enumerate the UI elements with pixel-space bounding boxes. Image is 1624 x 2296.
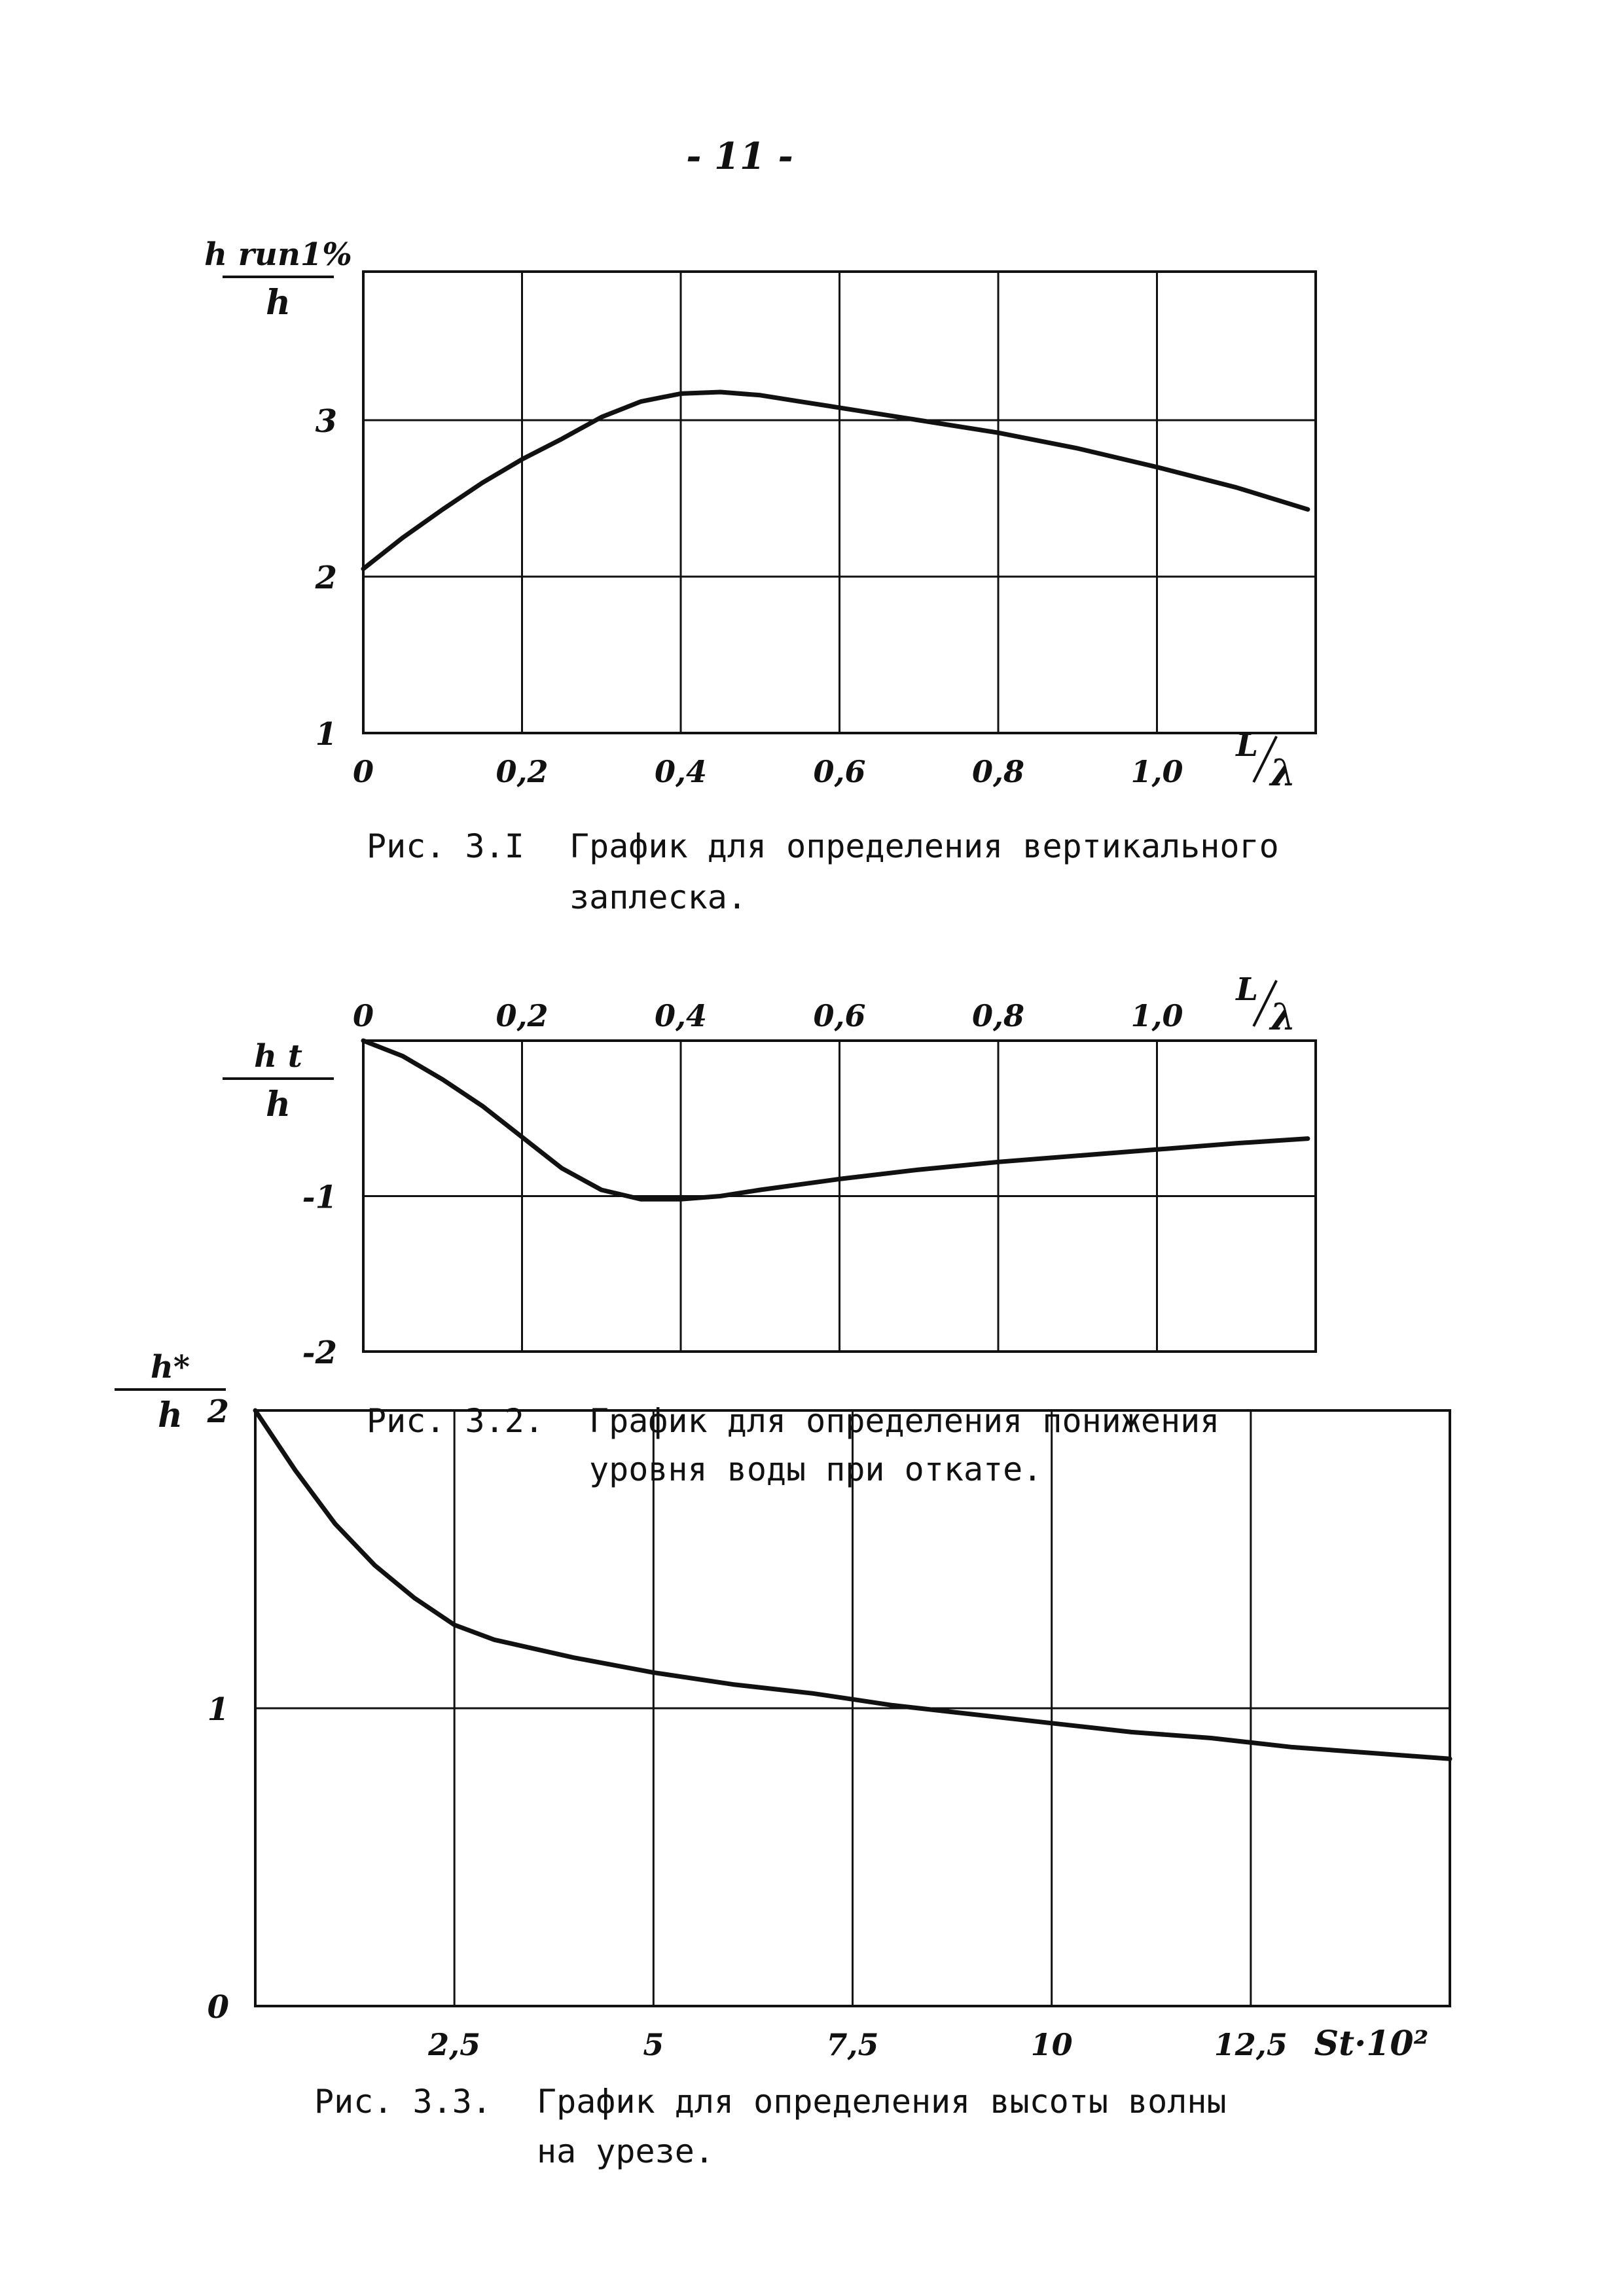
x-tick-label: 2,5	[427, 2027, 480, 2062]
y-tick-label: 1	[316, 716, 337, 753]
x-tick-label: 0,2	[496, 754, 548, 789]
page-number: - 11 -	[686, 135, 793, 178]
x-tick-label: 1,0	[1130, 998, 1183, 1033]
y-axis-label-numerator: h run1%	[204, 236, 352, 273]
x-tick-label: 0,6	[813, 754, 865, 789]
y-tick-label: 0	[208, 1989, 229, 2026]
x-tick-label: 0,4	[655, 754, 707, 789]
x-tick-label: 0,8	[972, 754, 1024, 789]
caption-fig-3-2: Рис. 3.2. График для определения понижен…	[367, 1402, 1219, 1488]
x-tick-label: 7,5	[826, 2027, 878, 2062]
caption-line-1: График для определения высоты волны	[537, 2083, 1227, 2121]
x-tick-label: 1,0	[1130, 754, 1183, 789]
x-axis-label-numerator: L	[1235, 727, 1258, 764]
y-axis-label-numerator: h t	[254, 1038, 302, 1075]
chart-rundown-level: 0 0,2 0,4 0,6 0,8 1,0 -1 -2 h t h Lλ	[223, 971, 1317, 1371]
y-axis-label-denominator: h	[158, 1395, 183, 1435]
x-axis-label-fraction-bar	[1252, 980, 1278, 1027]
series-line	[361, 1038, 1310, 1202]
x-tick-label: 0	[353, 754, 374, 789]
caption-number: Рис. 3.I	[367, 827, 524, 865]
x-tick-label: 0	[353, 998, 374, 1033]
y-tick-label: -2	[302, 1335, 337, 1371]
plot-frame	[254, 1409, 1451, 2007]
caption-line-1: График для определения вертикального	[569, 827, 1279, 865]
caption-number: Рис. 3.3.	[314, 2083, 492, 2121]
y-tick-label: 2	[315, 560, 337, 596]
x-axis-label-numerator: L	[1235, 971, 1258, 1008]
plot-frame	[362, 270, 1317, 734]
x-tick-label: 0,6	[813, 998, 865, 1033]
x-tick-label: 10	[1031, 2027, 1073, 2062]
x-axis-label-fraction-bar	[1252, 736, 1278, 783]
series-line	[361, 389, 1310, 571]
x-tick-label: 5	[643, 2027, 664, 2062]
y-axis-label-denominator: h	[266, 1085, 291, 1124]
x-tick-label: 0,2	[496, 998, 548, 1033]
caption-fig-3-3: Рис. 3.3. График для определения высоты …	[314, 2083, 1227, 2170]
caption-line-1: График для определения понижения	[589, 1402, 1219, 1440]
y-tick-label: 1	[208, 1691, 229, 1728]
x-axis-label-denominator: λ	[1269, 751, 1295, 795]
x-axis-label-denominator: λ	[1269, 996, 1295, 1039]
caption-line-2: уровня воды при откате.	[589, 1450, 1042, 1488]
x-tick-label: 12,5	[1214, 2027, 1288, 2062]
x-tick-label: 0,4	[655, 998, 707, 1033]
x-axis-label: St·10²	[1314, 2024, 1429, 2064]
caption-number: Рис. 3.2.	[367, 1402, 544, 1440]
plot-frame	[362, 1039, 1317, 1353]
x-tick-label: 0,8	[972, 998, 1024, 1033]
chart-vertical-runup: 0 0,2 0,4 0,6 0,8 1,0 1 2 3 h run1% h Lλ	[204, 236, 1317, 795]
series-line	[253, 1408, 1453, 1761]
caption-line-2: на урезе.	[537, 2132, 714, 2170]
caption-line-2: заплеска.	[569, 878, 747, 916]
y-tick-label: 3	[316, 403, 337, 440]
y-tick-label: 2	[207, 1393, 229, 1430]
y-axis-label-numerator: h*	[151, 1349, 190, 1386]
caption-fig-3-1: Рис. 3.I График для определения вертикал…	[367, 827, 1279, 916]
y-axis-label-denominator: h	[266, 283, 291, 323]
y-tick-label: -1	[302, 1179, 337, 1216]
chart-wave-height-at-shoreline: 2,5 5 7,5 10 12,5 0 1 2 h* h St·10²	[115, 1349, 1453, 2064]
